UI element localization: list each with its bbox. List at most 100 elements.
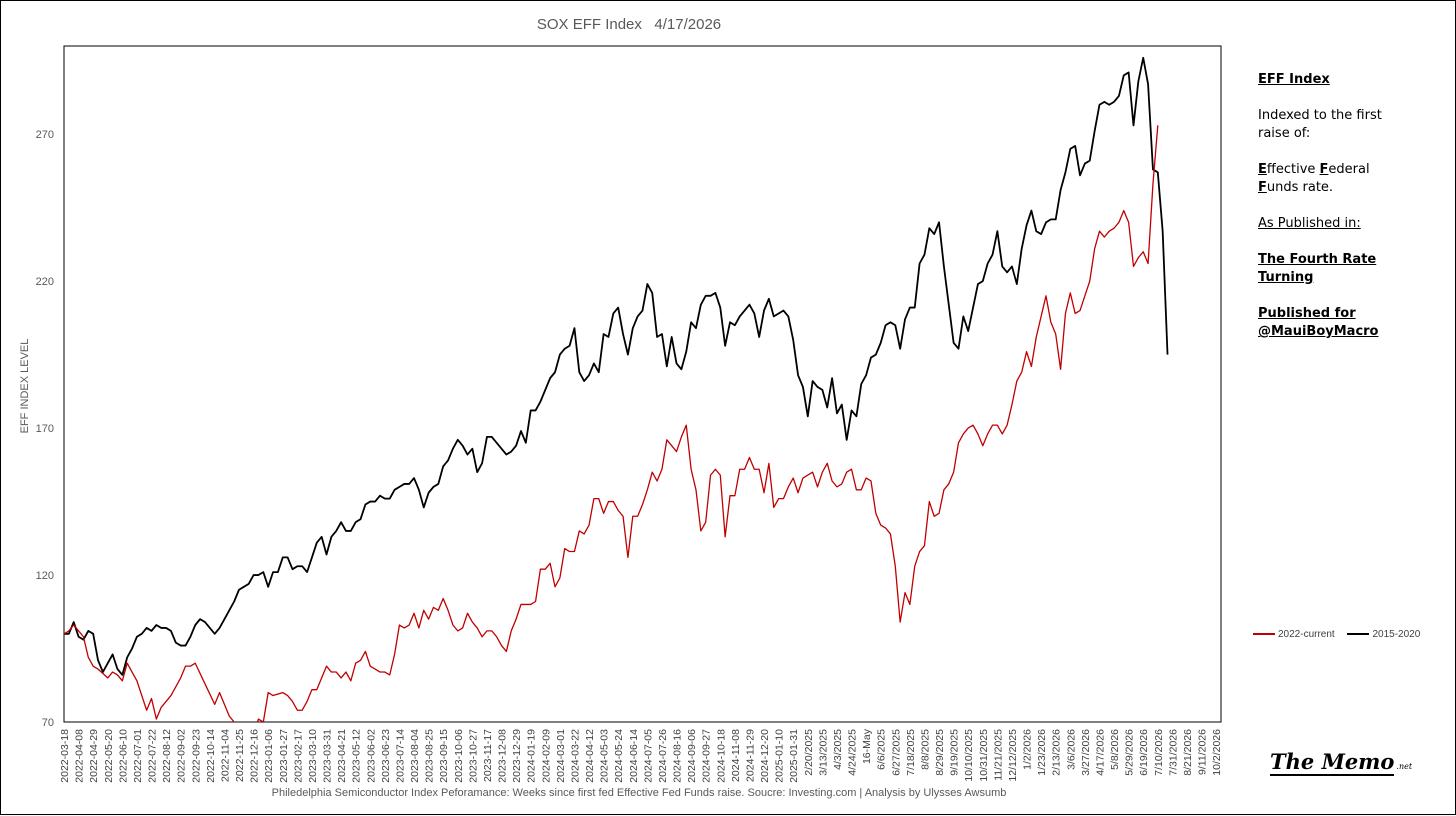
x-tick-label: 2023-06-23 (380, 729, 392, 783)
x-tick-label: 2023-06-02 (365, 729, 377, 783)
x-tick-label: 2025-01-31 (788, 729, 800, 783)
x-tick-label: 2022-03-18 (59, 729, 71, 783)
x-tick-label: 6/6/2025 (876, 729, 888, 770)
chart-title: SOX EFF Index 4/17/2026 (536, 16, 722, 33)
x-tick-label: 7/31/2026 (1167, 729, 1179, 776)
legend-label-2015-2020: 2015-2020 (1372, 629, 1421, 640)
eff-line-2: Funds rate. (1258, 179, 1433, 197)
x-tick-label: 2024-09-06 (686, 729, 698, 783)
x-tick-label: 2023-01-27 (278, 729, 290, 783)
x-tick-label: 2024-05-03 (599, 729, 611, 783)
y-axis-label: EFF INDEX LEVEL (19, 338, 31, 434)
x-tick-label: 2023-03-10 (307, 729, 319, 783)
eff-letter-f: F (1319, 162, 1329, 177)
x-tick-label: 2024-11-08 (730, 729, 742, 782)
x-tick-label: 2023-08-25 (424, 729, 436, 783)
x-tick-label: 2024-03-22 (569, 729, 581, 783)
x-tick-label: 7/18/2025 (905, 729, 917, 776)
x-tick-label: 2024-10-18 (715, 729, 727, 783)
series-line-2015-2020 (64, 56, 1169, 676)
x-tick-label: 2023-10-06 (453, 729, 465, 783)
x-tick-label: 12/12/2025 (1007, 729, 1019, 782)
x-tick-label: 2022-12-16 (249, 729, 261, 783)
x-tick-label: 9/19/2025 (949, 729, 961, 776)
brand-logo: The Memo .net (1270, 749, 1413, 776)
x-tick-label: 2023-11-17 (482, 729, 494, 782)
legend-item-2015-2020: 2015-2020 (1347, 629, 1420, 640)
x-tick-label: 2022-11-25 (234, 729, 246, 782)
book-title-line-2: Turning (1258, 270, 1314, 285)
x-tick-label: 2023-02-17 (292, 729, 304, 783)
book-title: The Fourth Rate Turning (1258, 251, 1433, 287)
x-tick-label: 2024-11-29 (744, 729, 756, 782)
side-panel: EFF Index Indexed to the first raise of:… (1258, 71, 1433, 359)
x-tick-label: 10/10/2025 (963, 729, 975, 782)
y-tick-label: 70 (42, 717, 54, 729)
x-tick-label: 2024-08-16 (672, 729, 684, 783)
as-published-label: As Published in: (1258, 216, 1361, 231)
x-tick-label: 3/27/2026 (1080, 729, 1092, 776)
x-tick-label: 2023-07-14 (394, 729, 406, 783)
eff-line-1: Effective Federal (1258, 161, 1433, 179)
legend-label-2022-current: 2022-current (1278, 629, 1335, 640)
y-tick-label: 220 (36, 276, 54, 288)
brand-name: The Memo (1270, 749, 1395, 776)
x-tick-label: 3/6/2026 (1065, 729, 1077, 770)
indexed-line-2: raise of: (1258, 126, 1311, 141)
x-tick-label: 2024-03-01 (555, 729, 567, 783)
author-handle: @MauiBoyMacro (1258, 324, 1379, 339)
eff-definition: Effective Federal Funds rate. (1258, 161, 1433, 197)
x-tick-label: 8/8/2025 (919, 729, 931, 770)
x-tick-label: 2025-01-10 (774, 729, 786, 783)
eff-text-2: ederal (1328, 162, 1370, 177)
x-tick-label: 2024-07-05 (642, 729, 654, 783)
indexed-line-1: Indexed to the first (1258, 108, 1382, 123)
x-tick-label: 2023-03-31 (322, 729, 334, 783)
x-axis: 2022-03-18 2022-04-08 2022-04-29 2022-05-20… (59, 728, 1223, 782)
x-tick-label: 2022-04-08 (74, 729, 86, 783)
x-tick-label: 2/20/2025 (803, 729, 815, 776)
x-tick-label: 2022-10-14 (205, 729, 217, 783)
x-tick-label: 11/21/2025 (992, 729, 1004, 781)
x-tick-label: 2023-08-04 (409, 729, 421, 783)
x-tick-label: 2024-07-26 (657, 729, 669, 783)
x-tick-label: 2022-04-29 (88, 729, 100, 783)
brand-suffix: .net (1396, 762, 1413, 771)
x-tick-label: 2022-11-04 (219, 729, 231, 782)
x-tick-label: 4/24/2025 (847, 729, 859, 776)
x-tick-label: 5/29/2026 (1124, 729, 1136, 776)
x-tick-label: 16-May (861, 728, 873, 764)
plot-area (63, 45, 1222, 723)
x-tick-label: 2024-09-27 (701, 729, 713, 783)
legend-swatch-red (1253, 633, 1275, 636)
eff-letter-e: E (1258, 162, 1267, 177)
y-tick-label: 270 (36, 129, 54, 141)
x-tick-label: 2023-04-21 (336, 729, 348, 783)
x-tick-label: 10/31/2025 (978, 729, 990, 782)
x-tick-label: 2023-12-08 (497, 729, 509, 783)
y-tick-label: 170 (36, 423, 54, 435)
eff-text-1: ffective (1266, 162, 1320, 177)
x-tick-label: 7/10/2026 (1153, 729, 1165, 776)
x-tick-label: 2024-12-20 (759, 729, 771, 783)
x-tick-label: 2/13/2026 (1051, 729, 1063, 776)
x-tick-label: 2024-05-24 (613, 729, 625, 783)
x-tick-label: 2022-05-20 (103, 729, 115, 783)
x-tick-label: 2022-09-23 (190, 729, 202, 783)
series-line-2022-current (64, 125, 1159, 722)
series-layer (64, 56, 1169, 722)
x-tick-label: 2022-06-10 (117, 729, 129, 783)
published-for-label: Published for (1258, 306, 1356, 321)
x-tick-label: 2024-06-14 (628, 729, 640, 783)
x-tick-label: 2023-10-27 (467, 729, 479, 783)
x-tick-label: 8/21/2026 (1182, 729, 1194, 776)
x-tick-label: 2023-09-15 (438, 729, 450, 783)
x-tick-label: 10/2/2026 (1211, 729, 1223, 776)
x-tick-label: 2023-05-12 (351, 729, 363, 783)
x-tick-label: 2022-09-02 (176, 729, 188, 783)
x-tick-label: 6/27/2025 (890, 729, 902, 776)
legend-swatch-black (1347, 633, 1370, 636)
chart-caption: Philedelphia Semiconductor Index Peforam… (271, 787, 1007, 799)
